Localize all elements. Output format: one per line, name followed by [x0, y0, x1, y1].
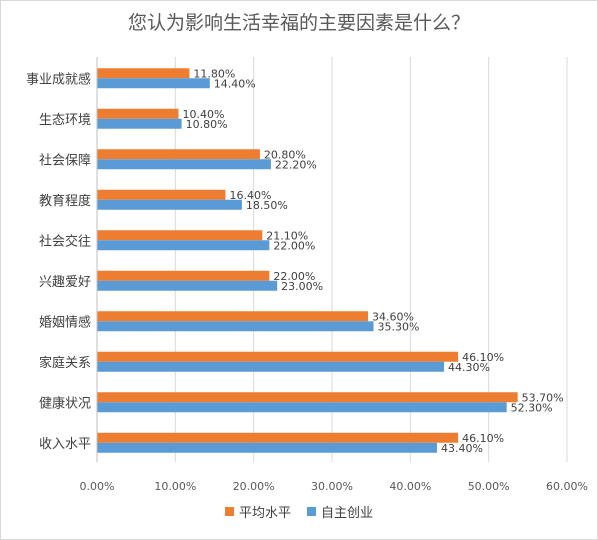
data-label: 14.40% [214, 77, 256, 90]
x-tick-label: 20.00% [233, 480, 275, 493]
bar-series1 [97, 432, 459, 443]
bar-series2 [97, 118, 182, 129]
data-label: 46.10% [462, 351, 504, 364]
chart-title: 您认为影响生活幸福的主要因素是什么？ [127, 12, 470, 34]
bar-series2 [97, 78, 210, 89]
x-tick-label: 60.00% [546, 480, 588, 493]
data-label: 10.40% [182, 108, 224, 121]
data-label: 21.10% [266, 229, 308, 242]
legend-item-series1: 平均水平 [224, 502, 291, 521]
bar-series1 [97, 351, 459, 362]
category-label: 社会交往 [39, 233, 91, 249]
data-label: 16.40% [229, 189, 271, 202]
x-tick-label: 10.00% [154, 480, 196, 493]
data-label: 46.10% [462, 432, 504, 445]
data-label: 11.80% [193, 67, 235, 80]
category-label: 教育程度 [39, 193, 91, 209]
bar-series2 [97, 442, 437, 453]
data-label: 22.20% [275, 158, 317, 171]
x-tick-label: 30.00% [311, 480, 353, 493]
x-tick-label: 50.00% [468, 480, 510, 493]
category-label: 社会保障 [39, 152, 91, 168]
bar-series1 [97, 108, 179, 119]
legend-label-series2: 自主创业 [321, 506, 374, 521]
legend-swatch-series2 [307, 507, 316, 516]
legend-label-series1: 平均水平 [238, 506, 291, 521]
data-label: 22.00% [273, 239, 315, 252]
data-label: 34.60% [372, 310, 414, 323]
data-label: 22.00% [273, 270, 315, 283]
data-label: 44.30% [448, 361, 490, 374]
data-label: 53.70% [522, 391, 564, 404]
data-label: 18.50% [246, 199, 288, 212]
x-tick-label: 40.00% [389, 480, 431, 493]
data-label: 23.00% [281, 280, 323, 293]
bar-series1 [97, 149, 260, 160]
category-label: 健康状况 [39, 395, 91, 411]
data-label: 10.80% [186, 118, 228, 131]
bar-series2 [97, 280, 278, 291]
category-label: 婚姻情感 [39, 314, 91, 330]
legend-swatch-series1 [224, 507, 234, 516]
bar-series1 [97, 68, 190, 79]
category-label: 家庭关系 [39, 355, 91, 371]
legend-item-series2: 自主创业 [307, 502, 373, 521]
legend: 平均水平 自主创业 [0, 502, 598, 521]
category-label: 收入水平 [39, 437, 91, 452]
bar-series2 [97, 361, 445, 372]
data-label: 52.30% [511, 401, 553, 414]
bar-series1 [97, 189, 226, 200]
bar-series1 [97, 392, 518, 403]
bar-series2 [97, 321, 374, 332]
bar-series1 [97, 270, 270, 281]
category-label: 生态环境 [39, 113, 91, 128]
bar-series1 [97, 311, 369, 322]
category-label: 兴趣爱好 [39, 275, 91, 290]
bar-series2 [97, 240, 270, 251]
data-label: 35.30% [378, 320, 420, 333]
category-label: 事业成就感 [26, 71, 91, 87]
bar-series2 [97, 199, 242, 210]
data-label: 20.80% [264, 148, 306, 161]
bar-series2 [97, 402, 507, 413]
bar-series1 [97, 230, 263, 241]
bar-series2 [97, 159, 271, 170]
x-tick-label: 0.00% [80, 480, 115, 493]
data-label: 43.40% [441, 442, 483, 455]
